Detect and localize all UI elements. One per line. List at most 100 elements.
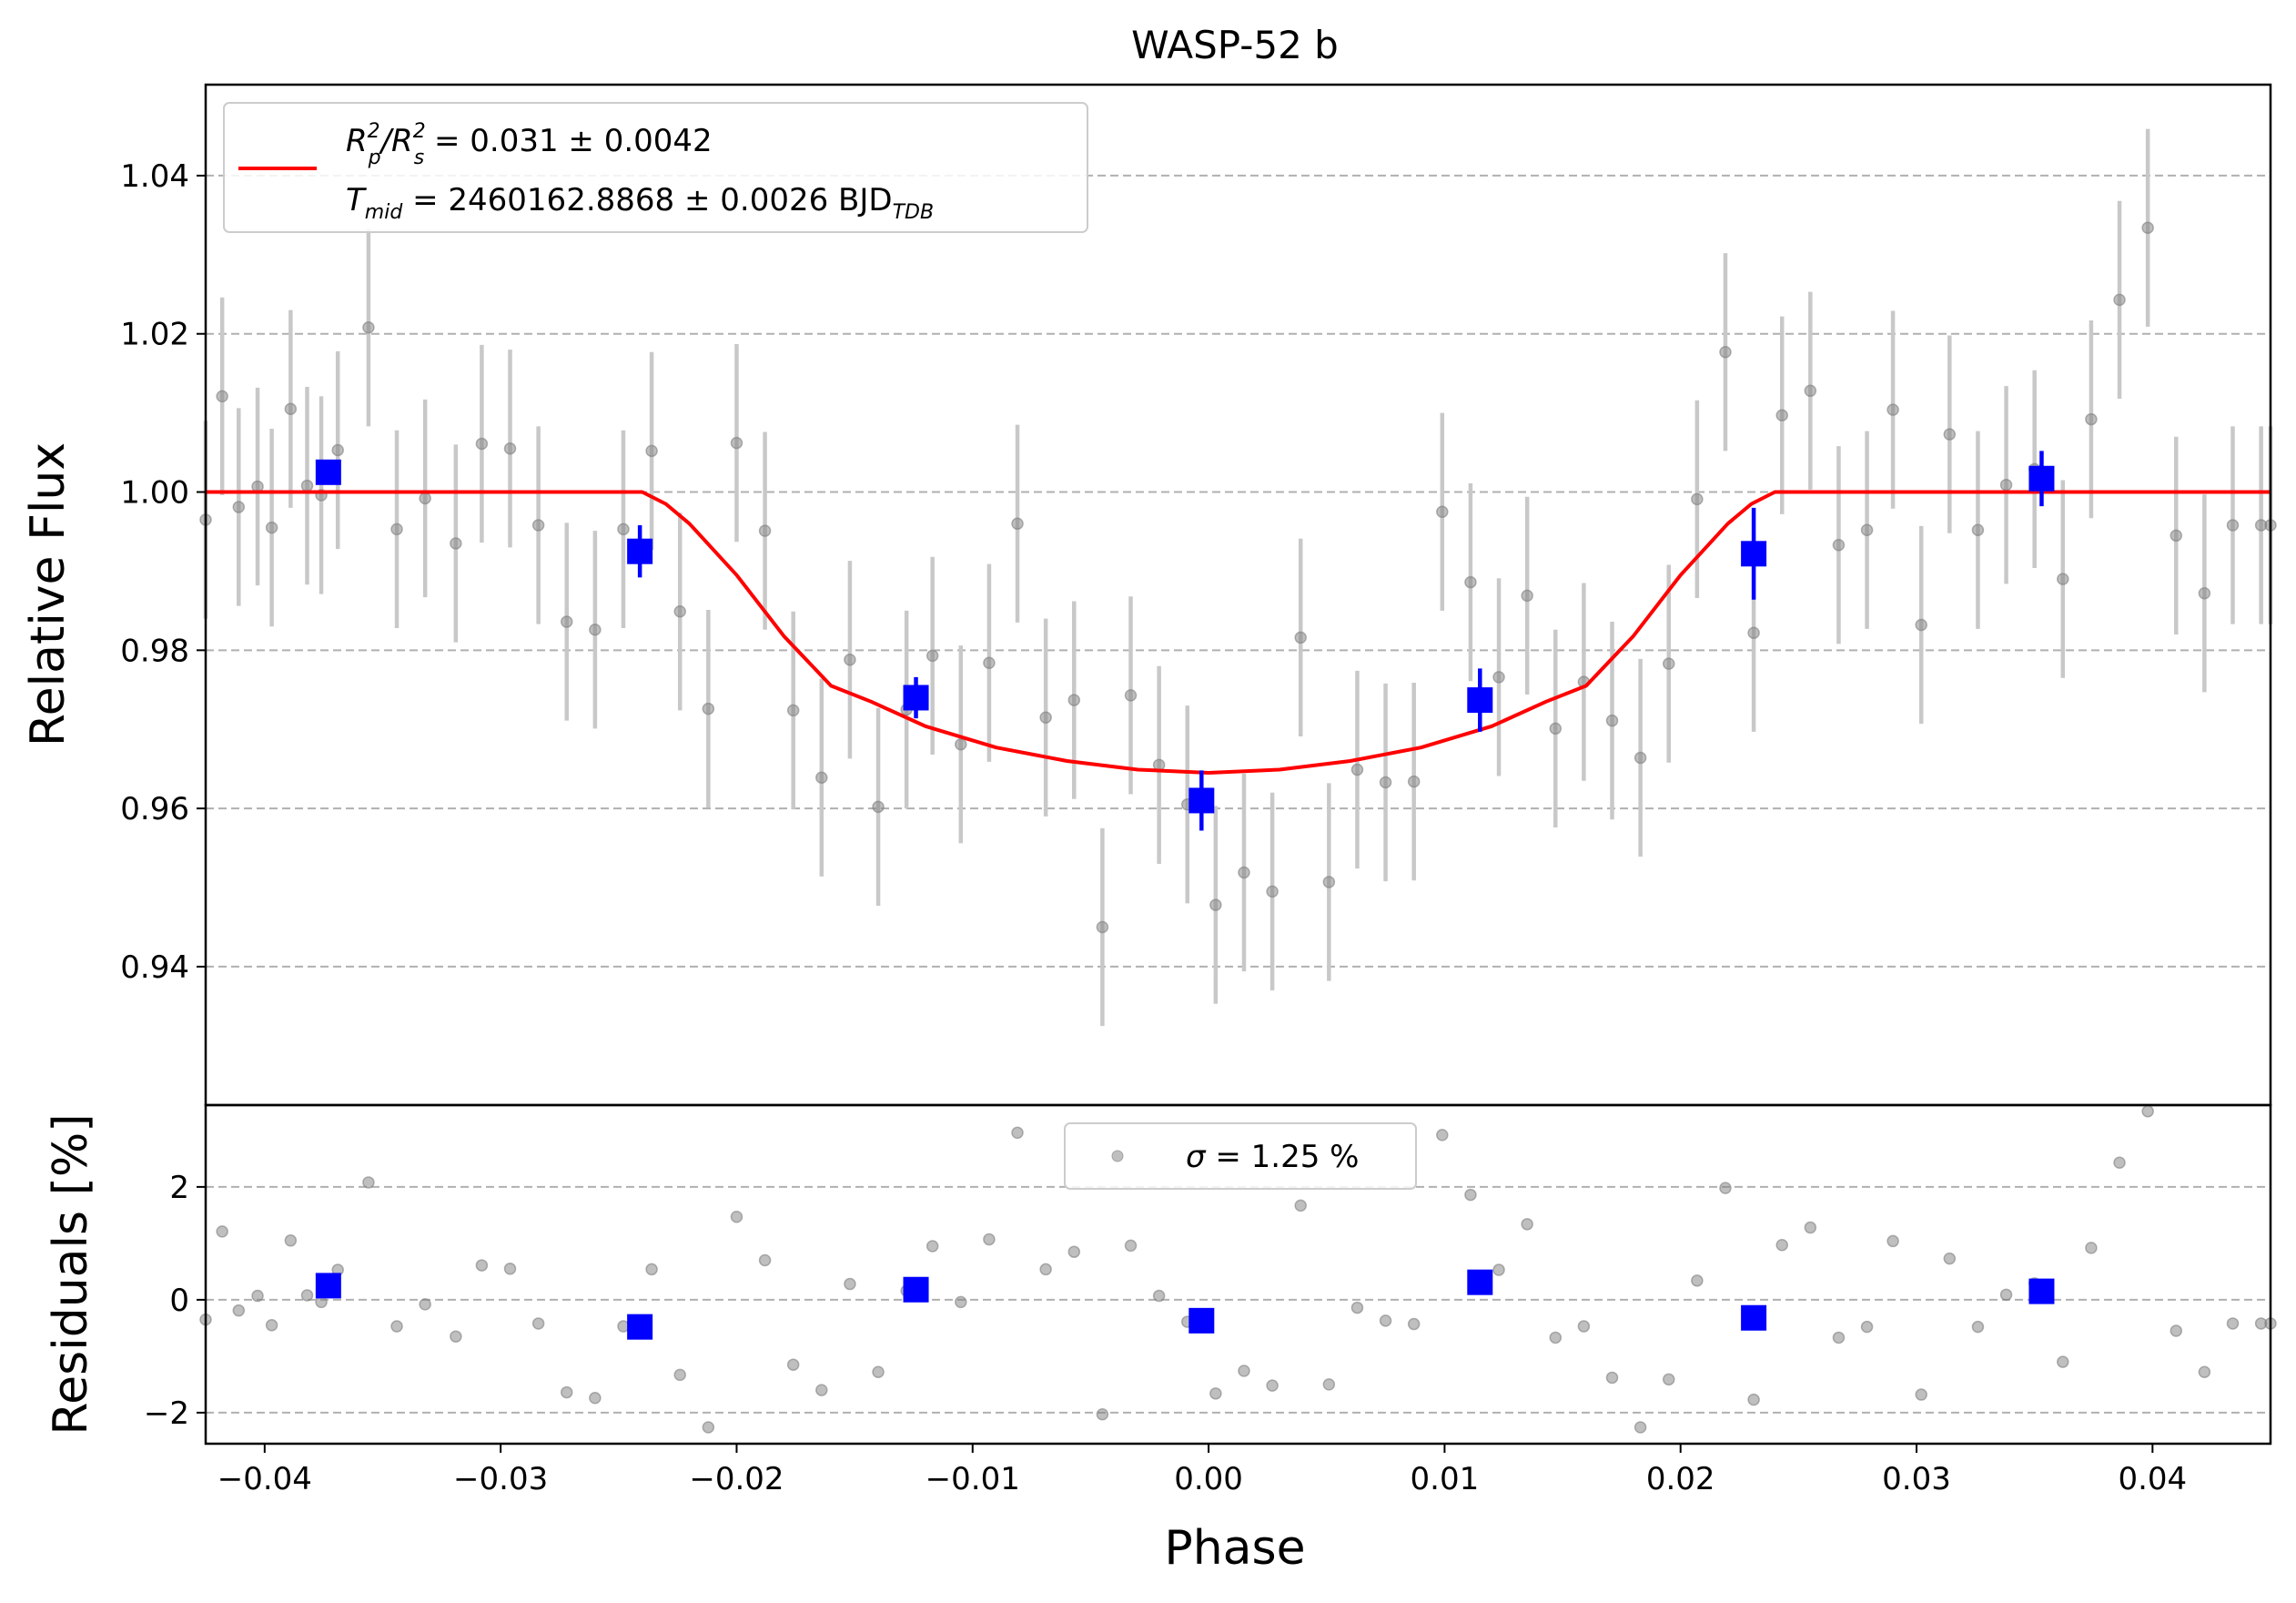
binned-point — [627, 1314, 653, 1340]
data-point — [251, 1289, 264, 1303]
data-point — [1407, 1317, 1421, 1331]
data-point — [1605, 714, 1619, 727]
data-point — [730, 1211, 743, 1223]
residuals-legend-box — [1064, 1122, 1417, 1190]
data-point — [1096, 1408, 1109, 1421]
data-point — [872, 800, 885, 814]
data-point — [300, 479, 314, 492]
data-point — [955, 1295, 967, 1309]
data-point — [983, 656, 996, 669]
data-point — [1719, 1182, 1732, 1194]
main-legend-box — [223, 102, 1088, 233]
data-point — [673, 1368, 686, 1382]
data-point — [2226, 1317, 2240, 1330]
data-point — [1662, 657, 1675, 670]
data-point — [1266, 885, 1279, 898]
residual-binned-points — [315, 1269, 2055, 1340]
data-point — [1266, 1379, 1279, 1392]
data-point — [1464, 575, 1477, 589]
data-point — [2170, 529, 2183, 543]
legend-radius-ratio: R2 p/R2 s = 0.031 ± 0.0042 — [346, 120, 713, 169]
data-point — [362, 1176, 375, 1189]
data-point — [284, 1234, 298, 1247]
y-tick-label: 1.04 — [120, 158, 189, 195]
legend-mid-transit-time: Tmid = 2460162.8868 ± 0.0026 BJDTDB — [346, 182, 934, 224]
data-point — [1549, 1331, 1563, 1344]
data-point — [2057, 573, 2069, 585]
data-point — [702, 702, 715, 715]
transit-model-curve — [206, 490, 2271, 775]
data-point — [503, 441, 517, 455]
data-point — [1915, 618, 1927, 632]
data-point — [1067, 1245, 1081, 1258]
data-point — [1294, 631, 1307, 644]
data-point — [1039, 711, 1052, 724]
data-point — [1209, 898, 1222, 911]
data-point — [1124, 689, 1138, 702]
binned-point — [1467, 687, 1493, 714]
transit-model-line — [206, 490, 2271, 775]
data-point — [1804, 384, 1817, 398]
x-axis-ticks: −0.04 −0.03 −0.02 −0.01 0.00 0.01 0.02 0.03 0.04 — [217, 1444, 2187, 1497]
data-point — [284, 402, 298, 416]
data-point — [925, 1240, 939, 1253]
x-tick-label: −0.01 — [925, 1461, 1020, 1497]
binned-point — [903, 685, 929, 711]
data-point — [300, 1289, 314, 1302]
data-point — [1804, 1221, 1817, 1234]
binned-point — [315, 1273, 341, 1299]
x-tick-label: −0.03 — [453, 1461, 548, 1497]
binned-point — [903, 1276, 929, 1303]
data-point — [1492, 671, 1505, 684]
data-point — [1860, 523, 1874, 536]
data-point — [1999, 1288, 2013, 1302]
y-tick-label: 0.98 — [120, 633, 189, 669]
data-point — [1691, 492, 1704, 506]
data-point — [1633, 751, 1647, 765]
binned-point — [1741, 1304, 1767, 1331]
data-point — [786, 1358, 800, 1371]
data-point — [2198, 1365, 2211, 1379]
data-point — [331, 443, 344, 457]
main-panel: 0.94 0.96 0.98 1.00 1.02 1.04 Relative Flux R… — [21, 83, 2277, 1107]
data-point — [1464, 1188, 1477, 1202]
y-tick-label: 0 — [169, 1283, 189, 1319]
data-point — [1238, 1365, 1250, 1377]
data-point — [1832, 1331, 1846, 1344]
data-point — [1775, 1239, 1788, 1252]
data-point — [503, 1263, 517, 1275]
data-point — [1067, 694, 1081, 706]
data-point — [216, 1225, 228, 1238]
data-point — [2170, 1324, 2183, 1337]
x-axis-label: Phase — [1164, 1521, 1305, 1576]
data-point — [1719, 345, 1732, 359]
data-point — [2113, 1156, 2126, 1169]
data-point — [645, 444, 658, 458]
data-point — [983, 1233, 996, 1246]
data-point — [730, 436, 743, 450]
y-tick-label: 0.94 — [120, 949, 189, 986]
data-point — [450, 1330, 462, 1343]
data-point — [758, 1253, 772, 1267]
data-point — [1436, 1129, 1449, 1141]
x-tick-label: 0.01 — [1411, 1461, 1480, 1497]
data-point — [1915, 1388, 1927, 1401]
data-point — [1971, 523, 1985, 536]
data-point — [844, 1277, 856, 1291]
main-legend: R2 p/R2 s = 0.031 ± 0.0042 Tmid = 2460162.… — [223, 102, 1088, 233]
data-point — [815, 1384, 828, 1396]
data-point — [1294, 1199, 1307, 1212]
x-tick-label: 0.03 — [1882, 1461, 1951, 1497]
data-point — [390, 1320, 403, 1333]
binned-point — [1188, 787, 1215, 814]
data-point — [561, 615, 573, 628]
data-point — [1999, 478, 2013, 492]
binned-point — [2028, 465, 2055, 492]
main-data-points — [199, 221, 2277, 934]
data-point — [1605, 1371, 1619, 1385]
data-point — [1350, 1301, 1364, 1314]
data-point — [955, 737, 967, 751]
x-tick-label: −0.02 — [689, 1461, 784, 1497]
data-point — [1492, 1263, 1505, 1276]
